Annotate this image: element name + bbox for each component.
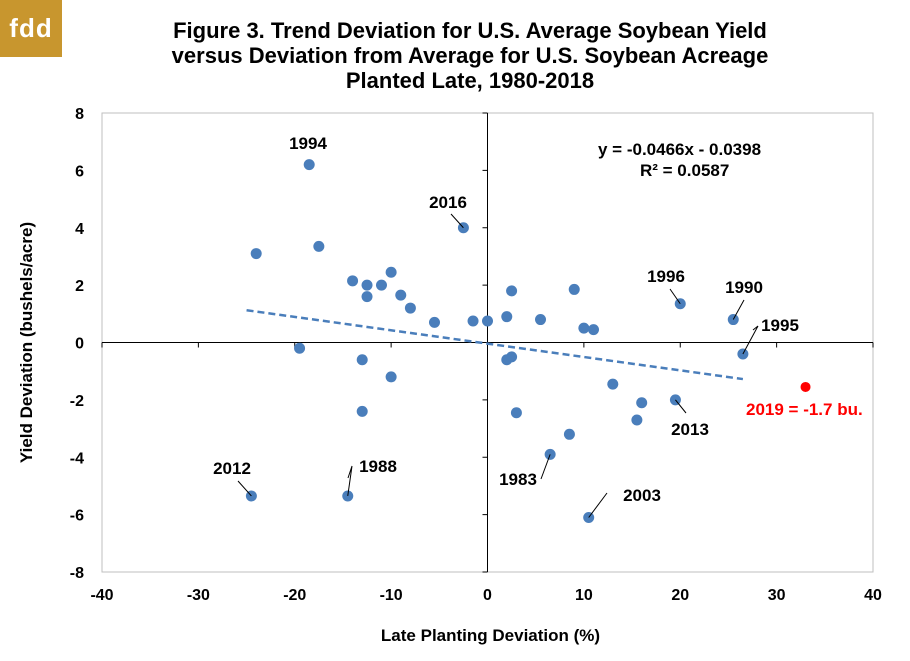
- chart-title-line-2: versus Deviation from Average for U.S. S…: [171, 43, 769, 68]
- point-label-2016: 2016: [429, 193, 467, 212]
- trend-equation: y = -0.0466x - 0.0398: [598, 140, 762, 159]
- y-tick-label: -6: [70, 508, 84, 525]
- y-axis-label: Yield Deviation (bushels/acre): [17, 222, 36, 463]
- data-point: [482, 315, 493, 327]
- data-point: [356, 405, 368, 417]
- point-label-leader: [732, 299, 745, 320]
- r-squared: R² = 0.0587: [640, 161, 730, 180]
- point-label-2013: 2013: [671, 420, 709, 439]
- y-tick-label: 8: [75, 106, 84, 123]
- data-point: [356, 354, 368, 366]
- y-tick-label: 6: [75, 163, 84, 180]
- point-label-leader: [742, 325, 759, 355]
- point-label-leader: [347, 465, 353, 497]
- data-point: [506, 351, 518, 363]
- y-tick-label: 2: [75, 278, 84, 295]
- x-tick-label: 0: [483, 587, 492, 604]
- point-label-1996: 1996: [647, 267, 685, 286]
- point-label-leader: [669, 288, 681, 305]
- data-point: [250, 248, 262, 260]
- data-point: [501, 311, 513, 323]
- point-label-leader: [588, 492, 608, 518]
- data-point: [428, 316, 440, 328]
- data-point: [578, 322, 590, 334]
- data-point: [588, 324, 600, 336]
- chart-title-line-1: Figure 3. Trend Deviation for U.S. Avera…: [173, 18, 767, 43]
- data-point: [385, 266, 397, 278]
- highlight-label-2019: 2019 = -1.7 bu.: [746, 400, 863, 419]
- x-tick-label: 30: [768, 587, 786, 604]
- data-point: [385, 371, 397, 383]
- point-label-2003: 2003: [623, 486, 661, 505]
- data-point: [395, 289, 407, 301]
- data-point: [361, 279, 373, 291]
- trendline: [246, 308, 744, 381]
- point-label-2012: 2012: [213, 459, 251, 478]
- x-axis-label: Late Planting Deviation (%): [381, 626, 600, 645]
- chart-title-line-3: Planted Late, 1980-2018: [345, 68, 595, 93]
- point-label-1990: 1990: [725, 278, 763, 297]
- data-point: [607, 378, 619, 390]
- data-point: [535, 314, 547, 326]
- y-tick-label: -2: [70, 393, 84, 410]
- data-point: [361, 291, 373, 303]
- x-tick-label: -40: [90, 587, 113, 604]
- point-label-leader: [450, 213, 464, 229]
- data-point: [563, 428, 575, 440]
- y-tick-label: 0: [75, 336, 84, 353]
- point-label-leader: [540, 454, 551, 480]
- point-label-leader: [237, 480, 252, 497]
- point-label-1995: 1995: [761, 316, 799, 335]
- data-point: [506, 285, 518, 297]
- data-point: [510, 407, 522, 419]
- y-tick-label: 4: [75, 221, 84, 238]
- data-point: [313, 240, 325, 252]
- data-point: [404, 302, 416, 314]
- point-label-1988: 1988: [359, 457, 397, 476]
- x-tick-label: 20: [671, 587, 689, 604]
- highlight-point-2019: [800, 381, 811, 392]
- data-point: [294, 342, 306, 354]
- y-tick-label: -4: [70, 450, 84, 467]
- y-tick-label: -8: [70, 565, 84, 582]
- x-tick-label: -20: [283, 587, 306, 604]
- data-point: [568, 283, 580, 295]
- point-label-leader: [675, 399, 687, 414]
- data-point: [375, 279, 387, 291]
- x-tick-label: 10: [575, 587, 593, 604]
- data-point: [347, 275, 359, 287]
- point-label-1983: 1983: [499, 470, 537, 489]
- data-point: [303, 159, 315, 171]
- data-point: [467, 315, 479, 327]
- data-point: [636, 397, 648, 409]
- chart-title: Figure 3. Trend Deviation for U.S. Avera…: [90, 18, 850, 93]
- x-tick-label: -10: [380, 587, 403, 604]
- point-label-1994: 1994: [289, 134, 327, 153]
- fdd-logo: fdd: [0, 0, 62, 57]
- data-point: [631, 414, 643, 426]
- x-tick-label: -30: [187, 587, 210, 604]
- x-tick-label: 40: [864, 587, 882, 604]
